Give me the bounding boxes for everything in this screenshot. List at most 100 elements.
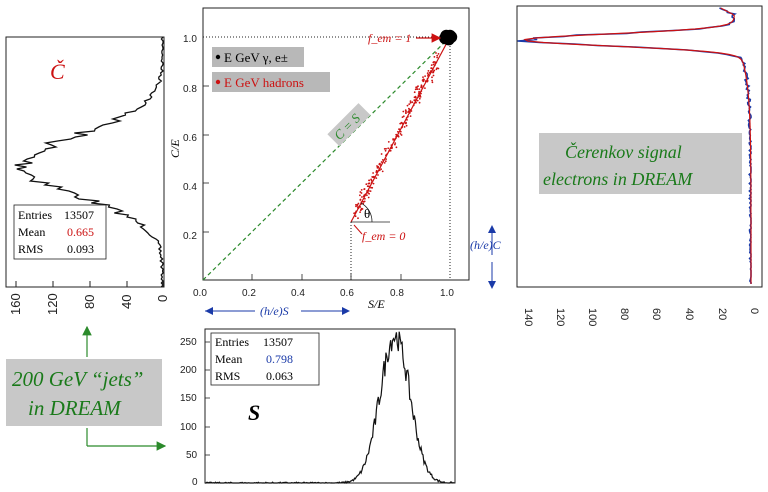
hadron-point — [410, 110, 413, 112]
cherenkov-mean-value: 0.665 — [67, 225, 94, 239]
cherenkov-frame — [5, 36, 165, 288]
hadron-point — [419, 94, 421, 97]
cherenkov-entries-value: 13507 — [64, 208, 94, 222]
hadron-point — [431, 68, 434, 71]
electron-tick-40: 40 — [683, 308, 695, 320]
hadron-point — [424, 80, 427, 83]
scatter-xlabel: S/E — [368, 297, 385, 311]
hadron-points — [353, 52, 440, 220]
x-tick-06: 0.6 — [340, 288, 354, 299]
hadron-point — [359, 211, 361, 214]
hadron-point — [368, 192, 370, 195]
hadron-point — [397, 135, 400, 138]
hadron-point — [360, 192, 363, 194]
hadron-point — [406, 119, 408, 121]
y-tick-02: 0.2 — [183, 231, 197, 242]
hadron-point — [389, 147, 392, 150]
electron-tick-20: 20 — [716, 308, 728, 320]
hadron-point — [427, 70, 430, 72]
hadron-point — [417, 85, 419, 88]
hadron-point — [419, 96, 422, 98]
hadron-point — [399, 122, 402, 125]
hadron-point — [400, 134, 403, 136]
hadron-point — [359, 194, 361, 197]
x-tick-0: 0.0 — [193, 288, 207, 299]
hadron-point — [387, 141, 390, 143]
hadron-point — [354, 215, 357, 218]
hadron-point — [409, 112, 411, 114]
hadron-point — [409, 115, 412, 117]
hadron-point — [385, 153, 388, 156]
hadron-point — [355, 205, 357, 208]
hadron-point — [416, 99, 419, 102]
hadron-point — [422, 76, 424, 78]
c-equals-s-tag: C = S — [327, 103, 371, 147]
jets-line1: 200 GeV “jets” — [12, 367, 143, 391]
hadron-point — [370, 179, 373, 182]
hadron-point — [415, 86, 417, 89]
hadron-point — [426, 72, 429, 74]
hadron-point — [359, 191, 362, 193]
hadron-point — [384, 149, 387, 152]
hadron-point — [369, 190, 372, 193]
scint-histogram: Entries 13507 Mean 0.798 RMS 0.063 S 0 5… — [180, 328, 456, 488]
hadron-point — [405, 122, 407, 125]
hadron-point — [431, 76, 433, 79]
x-tick-02: 0.2 — [242, 288, 256, 299]
cherenkov-tick-40: 40 — [119, 295, 134, 309]
y-tick-04: 0.4 — [183, 182, 197, 193]
electron-panel: Čerenkov signal electrons in DREAM 140 1… — [516, 5, 763, 326]
hadron-point — [432, 74, 435, 77]
hadron-point — [402, 115, 405, 118]
hadron-point — [357, 217, 359, 220]
cherenkov-stats-box — [13, 204, 107, 260]
theta-label: θ — [364, 206, 370, 221]
scatter-ylabel: C/E — [168, 139, 182, 158]
fem-one-label: f_em = 1 — [368, 31, 411, 45]
y-tick-08: 0.8 — [183, 84, 197, 95]
legend-electrons-box — [212, 47, 304, 67]
he-s-bg — [255, 302, 301, 318]
scint-tick-50: 50 — [186, 450, 198, 461]
hadron-point — [378, 169, 381, 172]
fem-zero-label: f_em = 0 — [362, 229, 405, 243]
hadron-point — [421, 87, 424, 89]
electron-tick-0: 0 — [748, 308, 760, 314]
electron-points — [439, 29, 458, 46]
scint-mean-label: Mean — [215, 352, 242, 366]
hadron-point — [418, 88, 421, 90]
hadron-point — [426, 77, 429, 80]
electron-frame — [516, 5, 763, 288]
cherenkov-mean-label: Mean — [18, 225, 45, 239]
hadron-point — [380, 168, 382, 171]
hadron-point — [394, 142, 397, 145]
cherenkov-rms-value: 0.093 — [67, 242, 94, 256]
he-c-label: (h/e)C — [470, 238, 502, 252]
y-tick-06: 0.6 — [183, 133, 197, 144]
hadron-point — [388, 150, 391, 152]
hadron-point — [413, 102, 416, 105]
hadron-point — [366, 194, 368, 197]
hadron-point — [417, 94, 420, 97]
hadron-point — [368, 182, 371, 185]
scint-curve — [205, 331, 455, 485]
hadron-point — [420, 85, 423, 88]
hadron-point — [387, 147, 390, 150]
hadron-point — [372, 176, 375, 179]
hadron-point — [367, 196, 370, 199]
hadron-point — [360, 189, 363, 191]
legend-electrons-text: E GeV γ, e± — [224, 50, 288, 65]
hadron-point — [430, 64, 433, 66]
scint-stats-box — [210, 332, 320, 386]
hadron-point — [420, 90, 423, 92]
hadron-point — [418, 96, 420, 98]
jets-annotation: 200 GeV “jets” in DREAM — [6, 325, 167, 451]
hadron-point — [383, 162, 386, 164]
hadron-point — [432, 61, 435, 64]
hadron-point — [418, 97, 421, 100]
legend-hadrons-text: E GeV hadrons — [224, 75, 304, 90]
hadron-point — [430, 67, 433, 70]
hadron-point — [354, 211, 357, 214]
hadron-point — [357, 202, 360, 205]
